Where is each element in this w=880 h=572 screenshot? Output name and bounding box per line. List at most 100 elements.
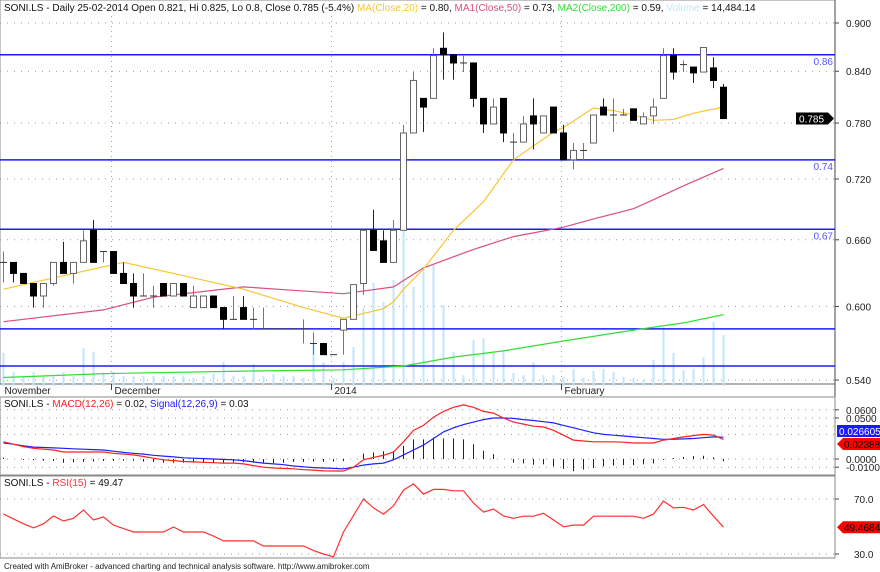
candle <box>410 72 417 134</box>
candle <box>710 57 717 89</box>
candle-body <box>10 261 17 274</box>
candle <box>210 295 217 309</box>
candle <box>240 296 247 320</box>
volume-value: = 14,484.14 <box>700 3 756 14</box>
rsi-tick-label: 30.0 <box>854 550 874 561</box>
candle <box>100 251 107 263</box>
candle <box>230 296 237 320</box>
candle <box>150 285 157 308</box>
candle-body <box>640 116 647 125</box>
candle <box>140 273 147 297</box>
candle <box>80 230 87 263</box>
candle-body <box>30 283 37 297</box>
price-pane[interactable]: 0.900 0.840 0.780 0.720 0.660 0.600 0.540 Novem… <box>0 0 871 558</box>
macd-legend: MACD(12,26) <box>52 399 113 410</box>
candle-body <box>360 229 367 285</box>
candle <box>430 48 437 99</box>
candle <box>500 97 507 143</box>
candle-body <box>560 132 567 161</box>
rsi-pane-frame <box>0 475 836 559</box>
candle <box>520 115 527 143</box>
ma200-value: = 0.59, <box>630 3 666 14</box>
x-axis-label: December <box>115 386 162 397</box>
level-label: 0.67 <box>814 231 834 242</box>
candle <box>370 209 377 251</box>
macd-tick-label: -0.0100 <box>846 463 880 474</box>
candle-body <box>70 261 77 274</box>
price-tick-label: 0.660 <box>846 236 871 247</box>
candle <box>260 307 267 330</box>
candle-body <box>590 114 597 144</box>
rsi-value-tag-label: 49.4684 <box>844 523 880 534</box>
candle-body <box>110 251 117 274</box>
candle-body <box>440 47 447 56</box>
signal-value: = 0.03 <box>218 399 249 410</box>
candle-body <box>220 307 227 320</box>
candle-body <box>530 115 537 125</box>
candle <box>540 115 547 134</box>
candle-body <box>240 307 247 320</box>
signal-line <box>3 417 724 470</box>
candle-body <box>700 47 707 73</box>
level-label: 0.86 <box>814 57 834 68</box>
candle <box>110 251 117 274</box>
ma200-line <box>3 314 724 379</box>
macd-pane-frame <box>0 396 836 476</box>
candle <box>620 108 627 116</box>
candle <box>510 132 517 160</box>
candle-body <box>20 272 27 285</box>
candle <box>420 97 427 133</box>
price-tick-label: 0.780 <box>846 119 871 130</box>
macd-line <box>3 404 724 472</box>
x-axis-label: February <box>565 386 605 397</box>
candle <box>30 283 37 308</box>
candle <box>180 283 187 297</box>
candle-body <box>190 295 197 309</box>
candle-body <box>50 261 57 285</box>
candle <box>650 98 657 124</box>
candle-body <box>540 115 547 134</box>
rsi-tick-label: 70.0 <box>854 495 874 506</box>
candle-body <box>520 123 527 143</box>
candle <box>350 284 357 320</box>
candle-body <box>350 284 357 320</box>
last-price-tag <box>796 112 834 125</box>
signal-value-tag-label: 0.026605 <box>839 427 880 438</box>
candle <box>300 319 307 344</box>
candle <box>600 98 607 116</box>
candle-body <box>720 86 727 120</box>
candle-body <box>200 295 207 309</box>
rsi-pane-title: SONI.LS - RSI(15) = 49.47 <box>4 478 124 489</box>
macd-value: = 0.02, <box>114 399 150 410</box>
candle <box>360 229 367 295</box>
candle <box>20 272 27 285</box>
candle <box>130 273 137 308</box>
signal-value-tag <box>837 425 880 437</box>
price-tick-label: 0.840 <box>846 67 871 78</box>
candle <box>570 143 577 170</box>
candle-body <box>660 55 667 99</box>
rsi-legend: RSI(15) <box>52 478 86 489</box>
candle-body <box>650 106 657 117</box>
candle <box>190 285 197 309</box>
candle-body <box>390 229 397 263</box>
candle <box>560 124 567 161</box>
price-tick-label: 0.900 <box>846 19 871 30</box>
ma50-line <box>3 167 724 323</box>
candle <box>580 143 587 160</box>
candle <box>40 283 47 308</box>
candle <box>390 219 397 263</box>
macd-pane-title: SONI.LS - MACD(12,26) = 0.02, Signal(12,… <box>4 399 249 410</box>
candle-body <box>550 106 557 134</box>
candle <box>690 66 697 83</box>
candle <box>340 318 347 355</box>
candle-body <box>420 97 427 108</box>
candle <box>0 251 7 283</box>
candle-body <box>340 318 347 331</box>
candle <box>720 83 727 120</box>
rsi-pane[interactable]: 70.0 30.0 49.4684 <box>0 475 880 561</box>
macd-title-prefix: SONI.LS - <box>4 399 52 410</box>
